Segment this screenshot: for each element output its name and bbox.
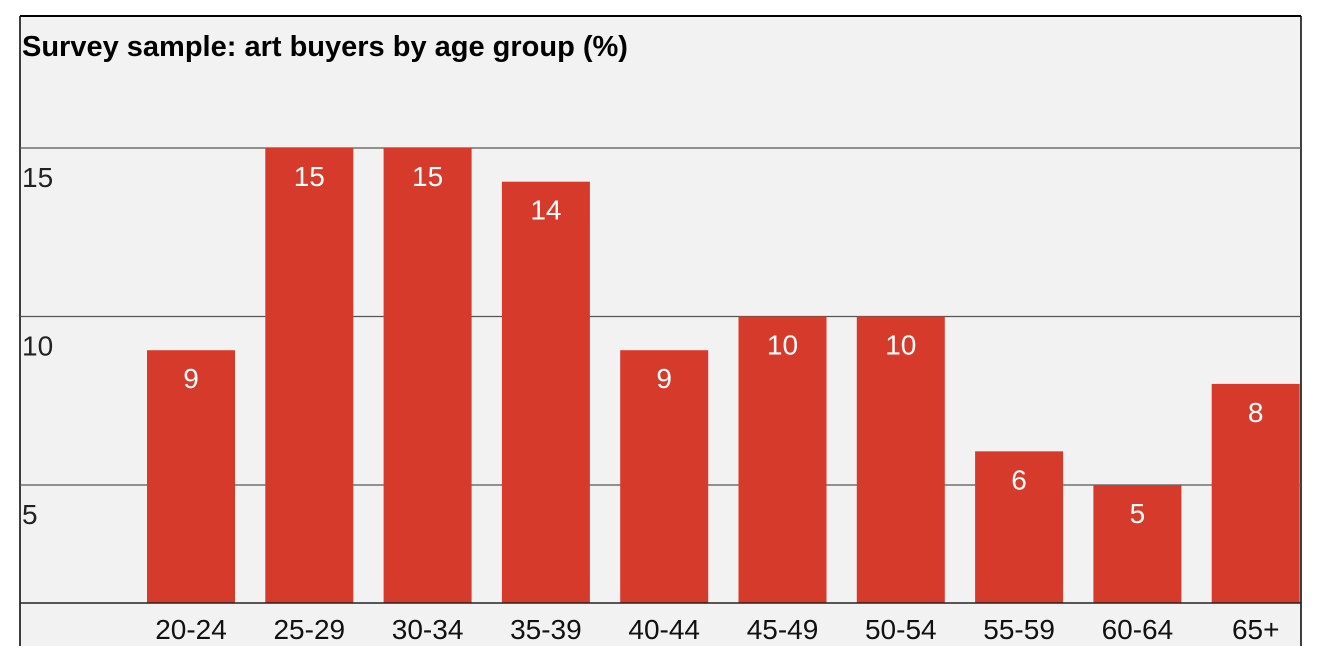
bar-30-34 [383, 148, 472, 603]
bar-value-label: 9 [183, 363, 199, 394]
x-tick-label: 25-29 [273, 614, 345, 645]
x-tick-label: 20-24 [155, 614, 227, 645]
bar-25-29 [265, 148, 354, 603]
x-tick-label: 65+ [1232, 614, 1280, 645]
bars: 9 15 15 14 9 10 10 6 5 8 [147, 148, 1300, 603]
bar-45-49 [738, 316, 827, 603]
x-tick-label: 55-59 [983, 614, 1055, 645]
bar-40-44 [620, 350, 709, 603]
y-tick-label: 10 [22, 331, 53, 362]
x-axis-ticks: 20-24 25-29 30-34 35-39 40-44 45-49 50-54 55-59… [155, 614, 1279, 645]
x-tick-label: 50-54 [865, 614, 937, 645]
x-tick-label: 30-34 [392, 614, 464, 645]
y-tick-label: 15 [22, 162, 53, 193]
bar-value-label: 10 [767, 330, 798, 361]
bar-20-24 [147, 350, 235, 603]
x-tick-label: 35-39 [510, 614, 582, 645]
chart-title: Survey sample: art buyers by age group (… [22, 31, 628, 63]
bar-value-label: 15 [294, 161, 325, 192]
bar-value-label: 5 [1130, 498, 1146, 529]
bar-35-39 [501, 181, 590, 603]
bar-value-label: 15 [412, 161, 443, 192]
y-axis-ticks: 5 10 15 [22, 162, 53, 530]
bar-65+ [1211, 383, 1300, 603]
x-tick-label: 40-44 [628, 614, 700, 645]
bar-value-label: 10 [885, 330, 916, 361]
x-tick-label: 60-64 [1102, 614, 1174, 645]
bar-value-label: 14 [530, 195, 561, 226]
bar-value-label: 9 [656, 363, 672, 394]
bar-value-label: 6 [1011, 464, 1027, 495]
bar-value-label: 8 [1248, 397, 1264, 428]
bar-55-59 [975, 451, 1064, 603]
bar-50-54 [856, 316, 945, 603]
x-tick-label: 45-49 [747, 614, 819, 645]
bar-60-64 [1093, 485, 1182, 603]
y-tick-label: 5 [22, 499, 38, 530]
